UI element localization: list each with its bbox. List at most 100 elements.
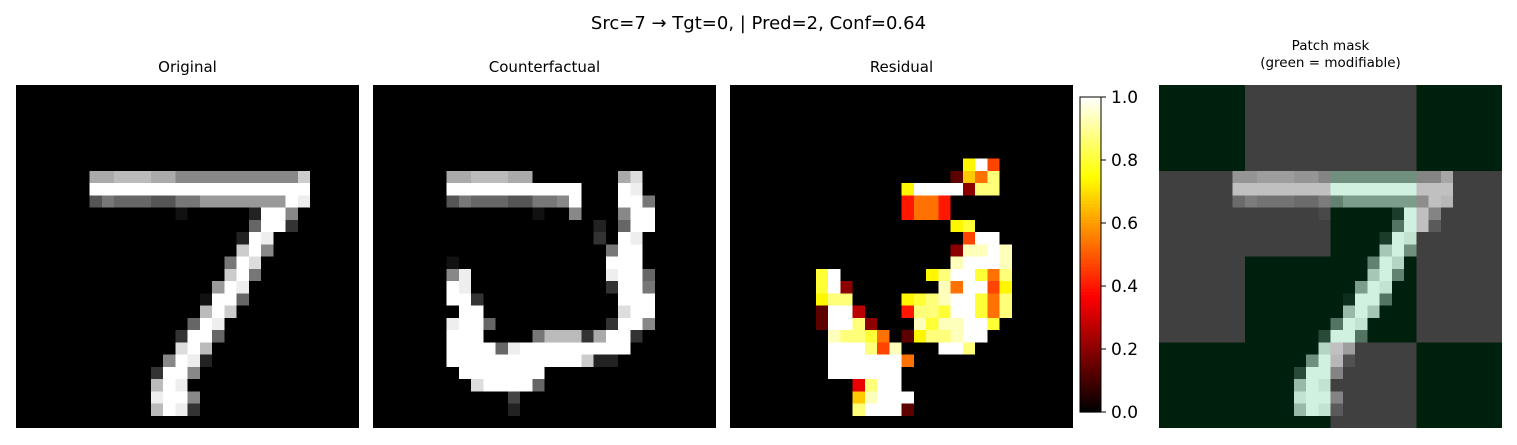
pixel [236,268,249,282]
pixel [1293,195,1307,208]
colorbar-segment [1080,323,1101,328]
pixel [1306,195,1319,208]
pixel [126,170,139,184]
pixel [471,317,484,331]
pixel [987,268,1000,282]
pixel [212,305,225,318]
pixel [618,330,631,343]
pixel [199,183,213,196]
pixel [828,342,841,355]
pixel [1330,403,1343,416]
colorbar-segment [1080,245,1101,249]
pixel [926,195,939,208]
colorbar-segment [1080,282,1101,287]
pixel [1416,170,1429,184]
pixel [212,293,225,306]
colorbar-segment [1080,232,1101,237]
pixel [101,170,115,184]
pixel [1367,293,1380,306]
pixel [507,170,521,184]
pixel [938,317,951,331]
pixel [901,330,914,343]
pixel [458,183,472,196]
pixel [975,256,988,269]
pixel [1379,183,1392,196]
pixel [126,183,139,196]
pixel [581,354,594,367]
mask-block [1159,342,1245,428]
pixel [471,293,484,306]
pixel [1367,195,1380,208]
pixel [962,244,976,257]
pixel [1367,170,1380,184]
pixel [975,305,988,318]
pixel [89,195,102,208]
pixel [1281,183,1294,196]
pixel [532,183,545,196]
pixel [507,354,521,367]
pixel [950,317,963,331]
pixel [495,170,508,184]
pixel [913,195,927,208]
colorbar-segment [1080,219,1101,224]
pixel [273,195,286,208]
colorbar-segment [1080,273,1101,278]
pixel [236,256,249,269]
pixel [1318,330,1331,343]
colorbar-segment [1080,358,1101,363]
pixel [962,268,976,282]
colorbar-segment [1080,380,1101,385]
pixel [1330,170,1343,184]
pixel [1379,195,1392,208]
colorbar-segment [1080,125,1101,130]
pixel [1330,342,1343,355]
pixel [471,366,484,380]
pixel [1391,219,1405,233]
colorbar-tick-label: 0.8 [1111,151,1138,171]
colorbar-segment [1080,333,1101,337]
pixel [285,207,298,220]
pixel [852,391,865,404]
colorbar-segment [1080,342,1101,347]
pixel [605,354,619,367]
pixel [593,219,606,233]
pixel [877,379,890,392]
pixel [483,379,496,392]
pixel [852,330,865,343]
pixel [187,342,200,355]
pixel [212,170,225,184]
colorbar-segment [1080,279,1101,284]
colorbar-segment [1080,336,1101,341]
pixel [187,366,200,380]
pixel [1269,195,1282,208]
residual-colorbar: 0.0 0.2 0.4 0.6 0.8 1.0 [1079,88,1138,423]
pixel [261,244,274,257]
pixel [1367,268,1380,282]
pixel [962,183,976,196]
pixel [618,317,631,331]
pixel [273,183,286,196]
colorbar-segment [1080,270,1101,274]
pixel [618,268,631,282]
pixel [642,293,655,306]
colorbar-segment [1080,223,1101,227]
pixel [569,207,582,220]
pixel [1391,170,1405,184]
pixel [581,342,594,355]
pixel [126,195,139,208]
pixel [1342,305,1356,318]
pixel [950,183,963,196]
pixel [987,158,1000,171]
pixel [999,256,1012,269]
pixel [1330,330,1343,343]
pixel [864,317,878,331]
pixel [950,268,963,282]
colorbar-segment [1080,364,1101,369]
pixel [815,305,829,318]
mask-block [1244,85,1331,171]
colorbar-segment [1080,100,1101,104]
pixel [1379,244,1392,257]
pixel [150,366,164,380]
pixel [199,342,213,355]
pixel [532,207,545,220]
